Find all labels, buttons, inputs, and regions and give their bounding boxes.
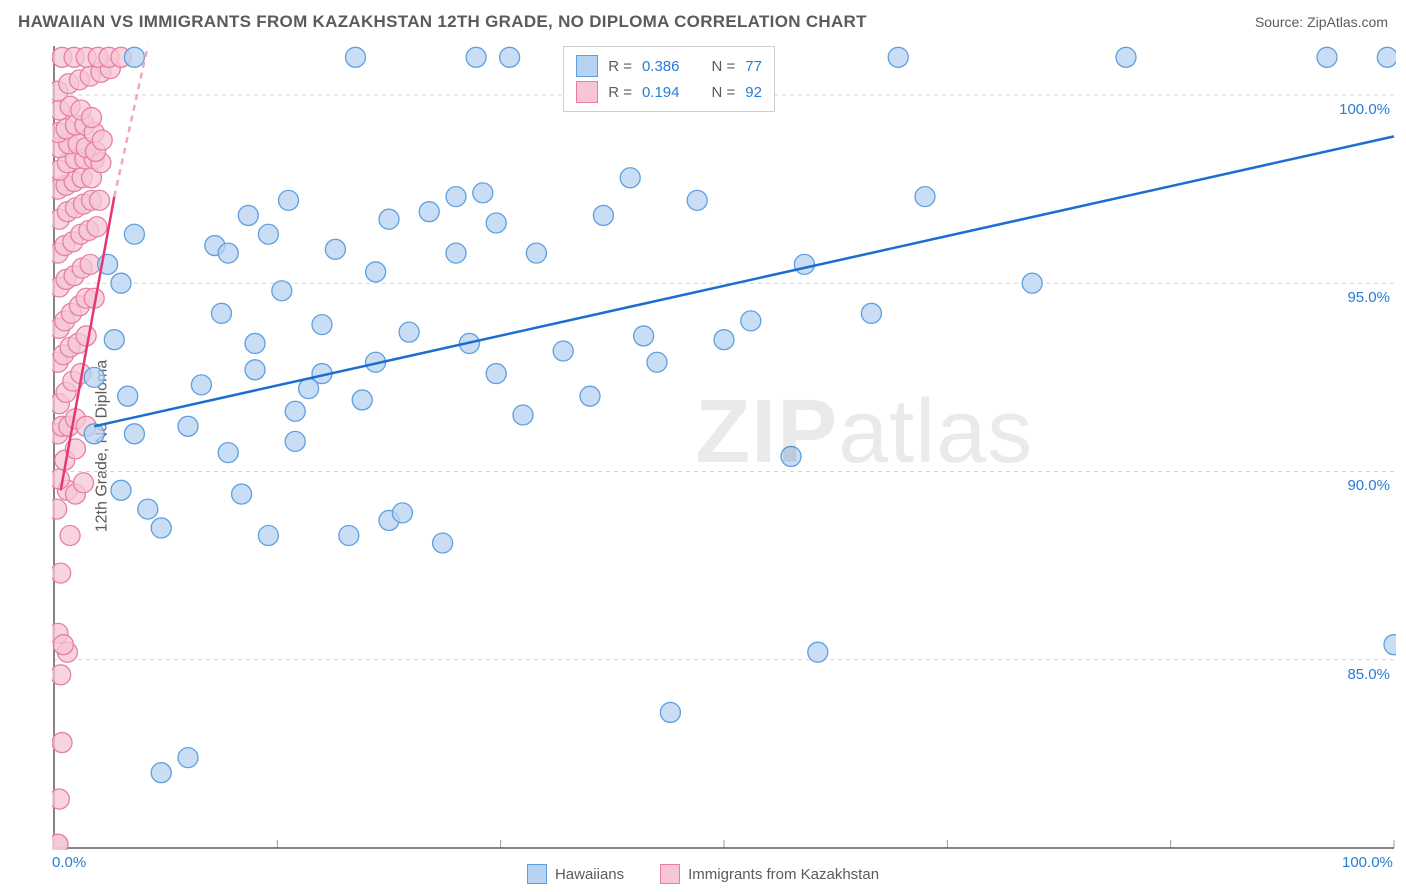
legend-label-kazakhstan: Immigrants from Kazakhstan	[688, 866, 879, 883]
n-value: 92	[745, 84, 762, 101]
chart-title: HAWAIIAN VS IMMIGRANTS FROM KAZAKHSTAN 1…	[18, 12, 867, 32]
r-label: R =	[608, 84, 632, 101]
swatch-icon	[576, 55, 598, 77]
correlation-legend: R = 0.386 N = 77 R = 0.194 N = 92	[563, 46, 775, 112]
legend-bottom: Hawaiians Immigrants from Kazakhstan	[0, 864, 1406, 884]
swatch-icon	[576, 81, 598, 103]
swatch-kazakhstan	[660, 864, 680, 884]
series-Hawaiians	[84, 47, 1396, 782]
r-value: 0.194	[642, 84, 680, 101]
y-tick-label: 90.0%	[1330, 477, 1390, 494]
n-label: N =	[712, 84, 736, 101]
x-tick-label: 0.0%	[52, 854, 86, 871]
scatter-chart	[52, 44, 1396, 850]
y-tick-label: 85.0%	[1330, 666, 1390, 683]
series-Immigrants from Kazakhstan	[52, 47, 131, 850]
y-tick-label: 100.0%	[1330, 101, 1390, 118]
legend-item-kazakhstan: Immigrants from Kazakhstan	[660, 864, 879, 884]
chart-header: HAWAIIAN VS IMMIGRANTS FROM KAZAKHSTAN 1…	[0, 0, 1406, 44]
y-tick-label: 95.0%	[1330, 289, 1390, 306]
x-tick-label: 100.0%	[1342, 854, 1393, 871]
n-value: 77	[745, 58, 762, 75]
r-label: R =	[608, 58, 632, 75]
plot-area	[52, 44, 1396, 850]
source-attribution: Source: ZipAtlas.com	[1255, 14, 1388, 30]
r-value: 0.386	[642, 58, 680, 75]
legend-label-hawaiians: Hawaiians	[555, 866, 624, 883]
legend-item-hawaiians: Hawaiians	[527, 864, 624, 884]
swatch-hawaiians	[527, 864, 547, 884]
rn-row-hawaiians: R = 0.386 N = 77	[576, 53, 762, 79]
rn-row-kazakhstan: R = 0.194 N = 92	[576, 79, 762, 105]
n-label: N =	[712, 58, 736, 75]
